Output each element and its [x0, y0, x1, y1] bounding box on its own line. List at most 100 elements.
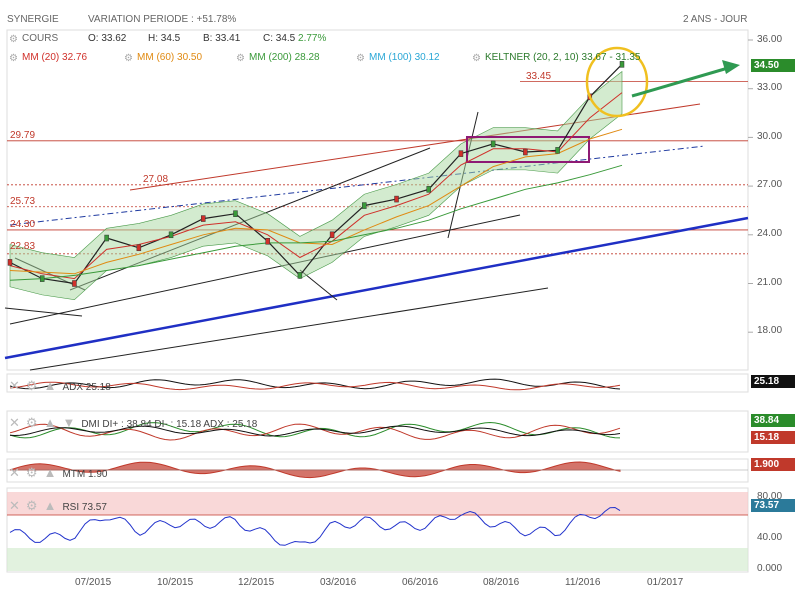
- mtm-badge: 1.900: [751, 458, 795, 471]
- gear-icon[interactable]: ⚙: [472, 53, 481, 64]
- legend-keltner[interactable]: ⚙ KELTNER (20, 2, 10) 33.67 - 31.35: [472, 52, 641, 64]
- close-icon[interactable]: ✕: [9, 465, 20, 480]
- arrow-up-icon[interactable]: ▲: [43, 465, 57, 480]
- moving-average-line: [9, 128, 623, 275]
- price-candle: [297, 272, 303, 279]
- price-candle: [39, 275, 45, 282]
- channel-midline: [9, 145, 706, 226]
- level-label: 24.30: [10, 219, 36, 230]
- price-candle: [168, 231, 174, 239]
- dmi-plus-badge: 38.84: [751, 414, 795, 427]
- price-candle: [201, 215, 206, 222]
- gear-icon[interactable]: ⚙: [25, 415, 38, 430]
- close-icon[interactable]: ✕: [9, 378, 20, 393]
- x-tick-label: 06/2016: [402, 577, 439, 588]
- price-candle: [7, 259, 13, 266]
- gear-icon[interactable]: ⚙: [25, 465, 38, 480]
- rsi-tick-label: 0.000: [757, 563, 783, 574]
- y-tick-label: 27.00: [757, 179, 783, 190]
- moving-average-line: [9, 164, 623, 281]
- trendline: [9, 214, 521, 325]
- legend-open: O: 33.62: [88, 33, 127, 44]
- highlight-circle: [585, 46, 649, 118]
- legend-mm60[interactable]: ⚙ MM (60) 30.50: [124, 52, 203, 64]
- gear-icon[interactable]: ⚙: [9, 34, 18, 45]
- gear-icon[interactable]: ⚙: [25, 498, 38, 513]
- level-label: 27.08: [143, 174, 169, 185]
- rsi-badge: 73.57: [751, 499, 795, 512]
- x-tick-label: 03/2016: [320, 577, 357, 588]
- rsi-tick-label: 80.00: [757, 491, 783, 502]
- moving-average-line: [9, 92, 623, 280]
- legend-cours[interactable]: ⚙ COURS: [9, 33, 59, 45]
- level-label: 29.79: [10, 130, 36, 141]
- x-tick-label: 12/2015: [238, 577, 275, 588]
- adx-panel-label: ✕ ⚙ ▲ ADX 25.18: [9, 378, 111, 393]
- price-candle: [555, 147, 560, 154]
- indicator-panel-frame: [6, 410, 749, 453]
- dmi-panel-label: ✕ ⚙ ▲ ▼ DMI DI+ : 38.84 DI- : 15.18 ADX : 25…: [9, 415, 258, 430]
- arrow-up-icon[interactable]: ▲: [43, 378, 57, 393]
- y-tick-label: 33.00: [757, 82, 783, 93]
- rsi-line: [9, 506, 621, 546]
- dmi-adx-line: [9, 425, 621, 437]
- rsi-oversold-zone: [7, 548, 748, 571]
- legend-close: C: 34.5 2.77%: [263, 33, 327, 44]
- trend-arrow: [631, 66, 729, 98]
- price-candle: [490, 140, 496, 148]
- price-candle: [426, 186, 431, 193]
- close-icon[interactable]: ✕: [9, 415, 20, 430]
- adx-signal-line: [9, 381, 621, 391]
- price-candle: [329, 231, 335, 239]
- period-selector[interactable]: 2 ANS - JOUR: [683, 14, 748, 25]
- arrow-up-icon[interactable]: ▲: [43, 415, 57, 430]
- trend-arrow-head: [722, 60, 740, 74]
- gear-icon[interactable]: ⚙: [236, 53, 245, 64]
- keltner-band: [9, 70, 623, 301]
- price-candle: [458, 150, 464, 157]
- x-tick-label: 01/2017: [647, 577, 684, 588]
- variation-periode: VARIATION PERIODE : +51.78%: [88, 14, 237, 25]
- adx-badge: 25.18: [751, 375, 795, 388]
- arrow-down-icon[interactable]: ▼: [62, 415, 76, 430]
- x-tick-label: 07/2015: [75, 577, 112, 588]
- price-candle: [362, 202, 367, 209]
- y-tick-label: 24.00: [757, 228, 783, 239]
- y-tick-label: 18.00: [757, 325, 783, 336]
- price-candle: [233, 210, 238, 217]
- price-candle: [104, 234, 109, 242]
- rsi-panel-label: ✕ ⚙ ▲ RSI 73.57: [9, 498, 107, 513]
- rsi-overbought-zone: [7, 492, 748, 515]
- x-tick-label: 08/2016: [483, 577, 520, 588]
- x-tick-label: 10/2015: [157, 577, 194, 588]
- level-label: 25.73: [10, 196, 36, 207]
- rsi-tick-label: 40.00: [757, 532, 783, 543]
- price-candle: [394, 195, 399, 203]
- arrow-up-icon[interactable]: ▲: [43, 498, 57, 513]
- price-candle: [619, 61, 625, 68]
- price-line: [9, 63, 623, 285]
- legend-mm200[interactable]: ⚙ MM (200) 28.28: [236, 52, 320, 64]
- x-tick-label: 11/2016: [565, 577, 601, 588]
- mtm-panel-label: ✕ ⚙ ▲ MTM 1.90: [9, 465, 108, 480]
- price-candle: [136, 244, 142, 252]
- support-trendline: [4, 216, 749, 360]
- price-candle: [72, 280, 77, 287]
- y-tick-label: 30.00: [757, 131, 783, 142]
- gear-icon[interactable]: ⚙: [124, 53, 133, 64]
- close-icon[interactable]: ✕: [9, 498, 20, 513]
- indicator-panel-frame: [6, 373, 749, 393]
- gear-icon[interactable]: ⚙: [25, 378, 38, 393]
- dmi-minus-badge: 15.18: [751, 431, 795, 444]
- mtm-area: [9, 461, 621, 479]
- legend-mm100[interactable]: ⚙ MM (100) 30.12: [356, 52, 440, 64]
- gear-icon[interactable]: ⚙: [356, 53, 365, 64]
- y-tick-label: 36.00: [757, 34, 783, 45]
- legend-mm20[interactable]: ⚙ MM (20) 32.76: [9, 52, 88, 64]
- gear-icon[interactable]: ⚙: [9, 53, 18, 64]
- legend-low: B: 33.41: [203, 33, 241, 44]
- current-price-badge: 34.50: [751, 59, 795, 72]
- trendline: [4, 307, 83, 317]
- dmi-minus-line: [9, 423, 621, 441]
- price-panel-frame: [6, 29, 749, 371]
